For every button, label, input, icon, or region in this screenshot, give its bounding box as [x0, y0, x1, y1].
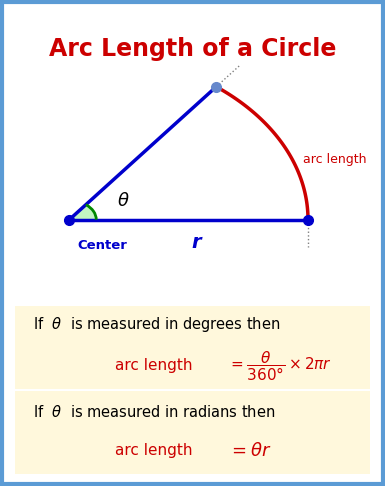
Text: r: r [192, 233, 201, 252]
Text: If  $\theta$  is measured in radians then: If $\theta$ is measured in radians then [33, 404, 275, 420]
Text: arc length: arc length [303, 153, 367, 166]
Text: $\theta$: $\theta$ [117, 191, 129, 209]
Text: arc length: arc length [115, 443, 192, 458]
Text: Center: Center [77, 239, 127, 252]
Text: arc length: arc length [115, 358, 192, 373]
FancyBboxPatch shape [1, 388, 384, 477]
Text: $=\dfrac{\theta}{360°}\times 2\pi r$: $=\dfrac{\theta}{360°}\times 2\pi r$ [228, 349, 332, 382]
Text: Arc Length of a Circle: Arc Length of a Circle [49, 37, 336, 61]
FancyBboxPatch shape [1, 303, 384, 392]
Text: If  $\theta$  is measured in degrees then: If $\theta$ is measured in degrees then [33, 315, 280, 334]
Polygon shape [69, 205, 96, 220]
Text: $=\theta r$: $=\theta r$ [228, 442, 271, 460]
